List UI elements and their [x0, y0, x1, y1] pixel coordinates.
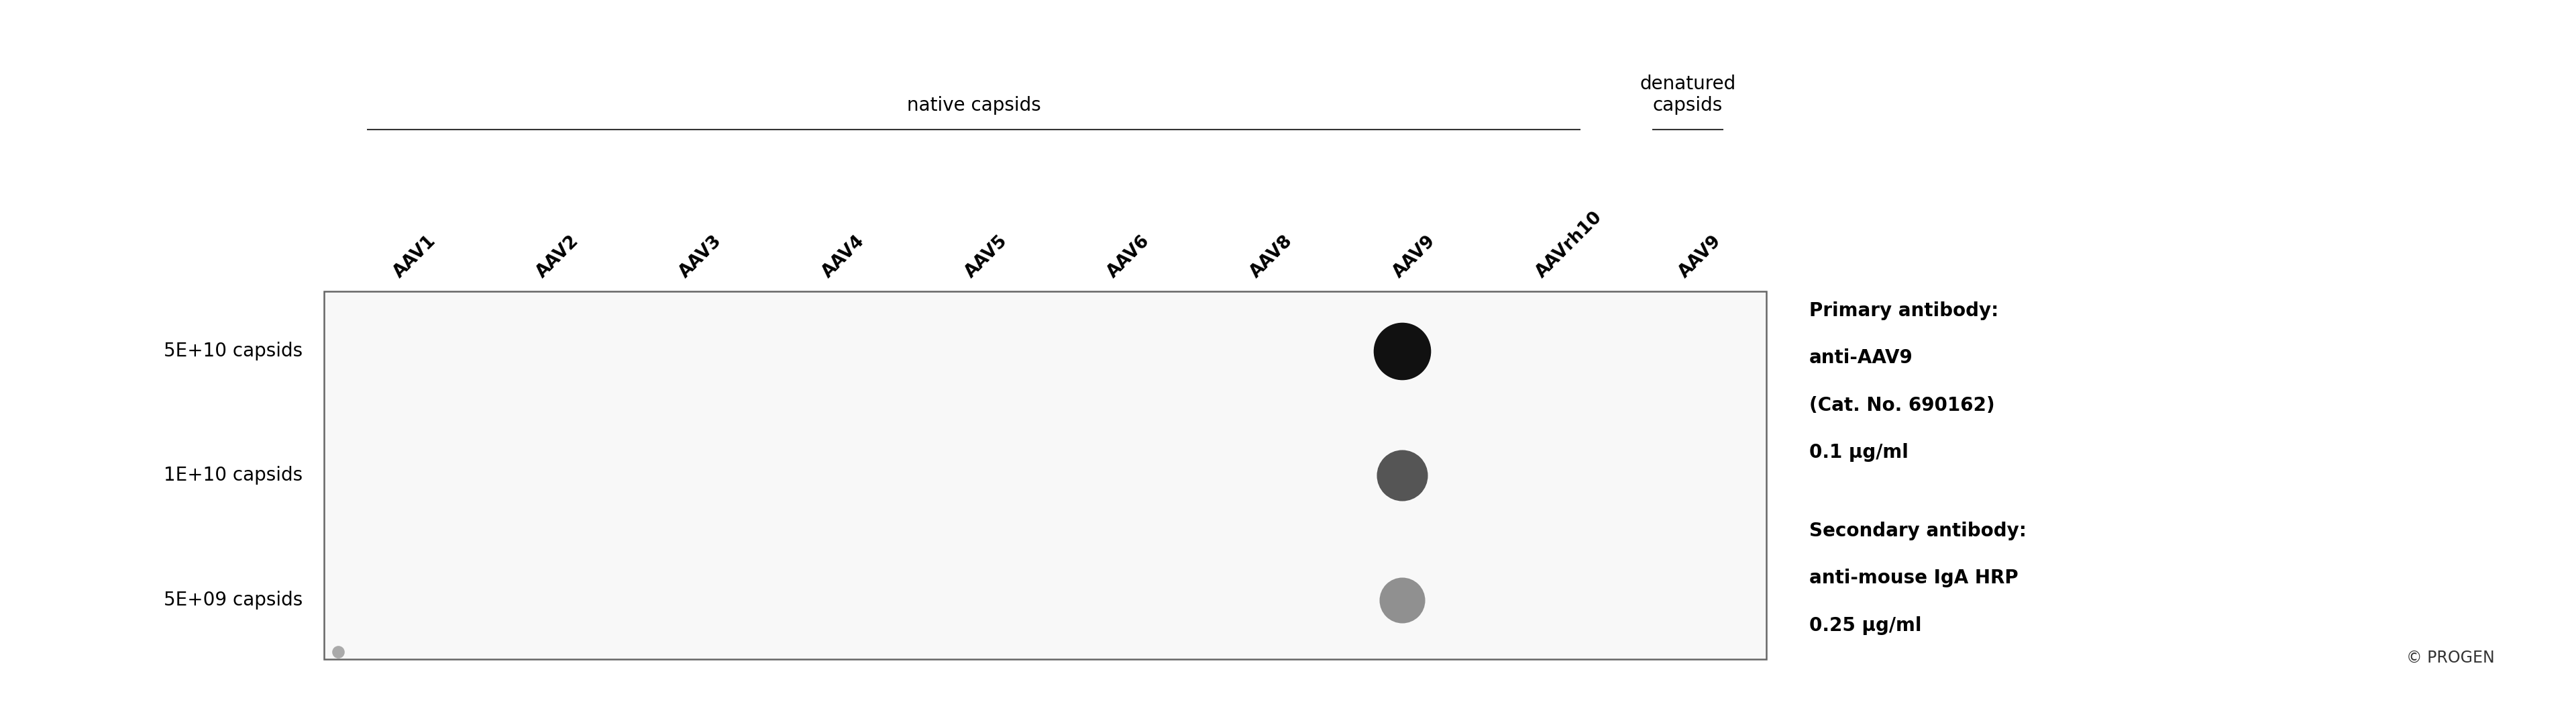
- Point: [1381, 470, 1422, 481]
- Text: 5E+10 capsids: 5E+10 capsids: [165, 342, 301, 361]
- Text: anti-AAV9: anti-AAV9: [1808, 348, 1914, 367]
- Text: AAV4: AAV4: [819, 232, 868, 281]
- Text: Secondary antibody:: Secondary antibody:: [1808, 521, 2027, 540]
- Text: anti-mouse IgA HRP: anti-mouse IgA HRP: [1808, 569, 2017, 587]
- Text: 0.1 µg/ml: 0.1 µg/ml: [1808, 443, 1909, 462]
- Text: 0.25 µg/ml: 0.25 µg/ml: [1808, 616, 1922, 635]
- Text: Primary antibody:: Primary antibody:: [1808, 301, 1999, 320]
- Text: PROGEN: PROGEN: [541, 371, 1548, 579]
- Point: [317, 646, 358, 658]
- Text: AAV9: AAV9: [1674, 232, 1726, 281]
- Text: AAV5: AAV5: [961, 232, 1010, 281]
- Text: 5E+09 capsids: 5E+09 capsids: [165, 590, 301, 609]
- Text: denatured
capsids: denatured capsids: [1641, 74, 1736, 115]
- Bar: [325, 292, 1767, 659]
- Point: [1381, 345, 1422, 357]
- Point: [1381, 594, 1422, 606]
- Text: AAV2: AAV2: [533, 232, 582, 281]
- Text: © PROGEN: © PROGEN: [2406, 650, 2494, 666]
- Text: 1E+10 capsids: 1E+10 capsids: [165, 466, 301, 485]
- Text: AAV6: AAV6: [1105, 232, 1154, 281]
- Text: AAV9: AAV9: [1391, 232, 1440, 281]
- Text: AAVrh10: AAVrh10: [1533, 209, 1605, 281]
- Text: AAV1: AAV1: [392, 232, 440, 281]
- Text: AAV8: AAV8: [1247, 232, 1296, 281]
- Text: native capsids: native capsids: [907, 96, 1041, 115]
- Text: AAV3: AAV3: [675, 232, 724, 281]
- Text: (Cat. No. 690162): (Cat. No. 690162): [1808, 395, 1994, 414]
